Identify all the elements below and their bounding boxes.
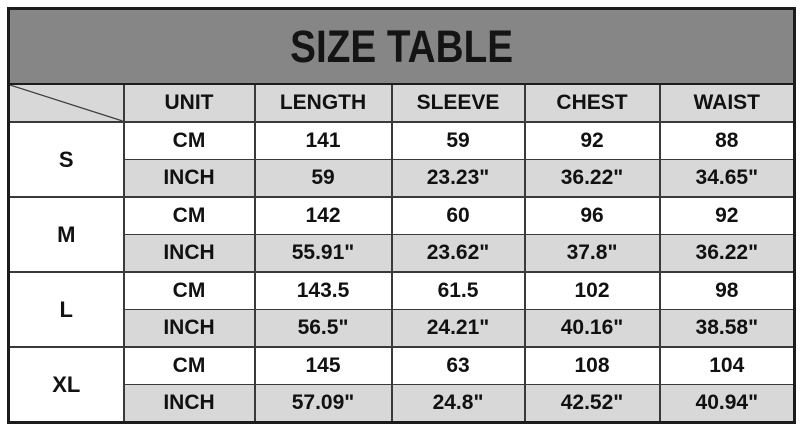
value-cell: 145: [253, 346, 393, 385]
table-row-s-cm: S CM 141 59 92 88: [7, 121, 796, 198]
value-cell: 55.91": [253, 234, 393, 273]
value-cell: 56.5": [253, 309, 393, 348]
value-cell: 37.8": [523, 234, 661, 273]
value-cell: 141: [253, 121, 393, 160]
table-row-m-cm: M CM 142 60 96 92: [7, 196, 796, 273]
unit-label: INCH: [122, 234, 256, 273]
size-label-xl: XL: [7, 346, 125, 423]
value-cell: 92: [658, 196, 796, 235]
col-header-sleeve: SLEEVE: [390, 83, 526, 123]
value-cell: 24.8": [390, 384, 526, 424]
unit-label: INCH: [122, 384, 256, 424]
value-cell: 143.5: [253, 271, 393, 310]
value-cell: 23.23": [390, 159, 526, 198]
value-cell: 102: [523, 271, 661, 310]
table-row-xl-cm: XL CM 145 63 108 104: [7, 346, 796, 423]
value-cell: 24.21": [390, 309, 526, 348]
value-cell: 40.94": [658, 384, 796, 424]
unit-label: CM: [122, 196, 256, 235]
value-cell: 36.22": [658, 234, 796, 273]
size-label-l: L: [7, 271, 125, 348]
value-cell: 36.22": [523, 159, 661, 198]
page-title: SIZE TABLE: [290, 20, 513, 72]
value-cell: 63: [390, 346, 526, 385]
size-label-s: S: [7, 121, 125, 198]
value-cell: 23.62": [390, 234, 526, 273]
col-header-length: LENGTH: [253, 83, 393, 123]
diagonal-line-icon: [10, 85, 123, 121]
value-cell: 34.65": [658, 159, 796, 198]
value-cell: 57.09": [253, 384, 393, 424]
unit-label: INCH: [122, 159, 256, 198]
value-cell: 61.5: [390, 271, 526, 310]
table-row-xl-inch: INCH 57.09" 24.8" 42.52" 40.94": [9, 384, 796, 424]
table-row-l-cm: L CM 143.5 61.5 102 98: [7, 271, 796, 348]
col-header-waist: WAIST: [658, 83, 796, 123]
value-cell: 38.58": [658, 309, 796, 348]
unit-label: CM: [122, 121, 256, 160]
value-cell: 40.16": [523, 309, 661, 348]
value-cell: 42.52": [523, 384, 661, 424]
unit-label: CM: [122, 346, 256, 385]
unit-label: CM: [122, 271, 256, 310]
value-cell: 88: [658, 121, 796, 160]
value-cell: 59: [253, 159, 393, 198]
size-label-m: M: [7, 196, 125, 273]
value-cell: 59: [390, 121, 526, 160]
unit-label: INCH: [122, 309, 256, 348]
value-cell: 96: [523, 196, 661, 235]
value-cell: 142: [253, 196, 393, 235]
header-row: UNIT LENGTH SLEEVE CHEST WAIST: [7, 83, 796, 123]
size-table: SIZE TABLE UNIT LENGTH SLEEVE CHEST WAIS…: [7, 7, 797, 424]
table-row-s-inch: INCH 59 23.23" 36.22" 34.65": [9, 159, 796, 198]
col-header-chest: CHEST: [523, 83, 661, 123]
title-cell: SIZE TABLE: [7, 7, 796, 85]
value-cell: 98: [658, 271, 796, 310]
corner-cell: [7, 83, 125, 123]
value-cell: 92: [523, 121, 661, 160]
table-row-m-inch: INCH 55.91" 23.62" 37.8" 36.22": [9, 234, 796, 273]
col-header-unit: UNIT: [122, 83, 256, 123]
title-row: SIZE TABLE: [7, 7, 796, 85]
value-cell: 104: [658, 346, 796, 385]
value-cell: 60: [390, 196, 526, 235]
value-cell: 108: [523, 346, 661, 385]
table-row-l-inch: INCH 56.5" 24.21" 40.16" 38.58": [9, 309, 796, 348]
